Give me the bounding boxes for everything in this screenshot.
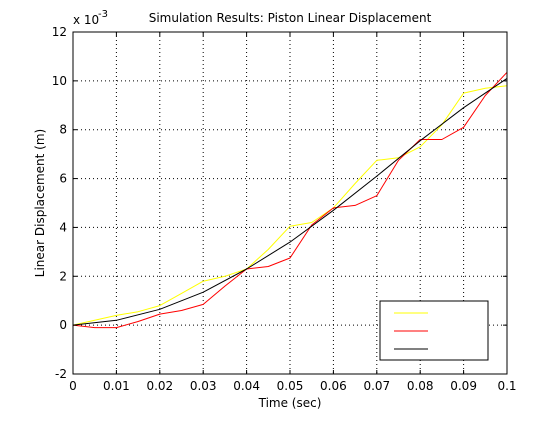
x-tick-label: 0.08: [407, 379, 434, 393]
series-line-2: [72, 71, 508, 329]
y-tick-label: 4: [59, 220, 67, 234]
chart-title: Simulation Results: Piston Linear Displa…: [149, 11, 432, 25]
x-tick-label: 0.02: [146, 379, 173, 393]
legend: [379, 300, 489, 361]
axes-box: [72, 31, 508, 375]
y-exponent: -3: [98, 9, 108, 20]
x-tick-label: 0.06: [320, 379, 347, 393]
y-tick-labels: -2 0 2 4 6 8 10 12: [52, 25, 67, 381]
y-axis-label: Linear Displacement (m): [33, 129, 47, 277]
series-layer: [72, 71, 508, 329]
x-tick-label: 0.05: [277, 379, 304, 393]
series-line-3: [72, 77, 508, 326]
x-tick-label: 0: [69, 379, 77, 393]
y-tick-label: 2: [59, 269, 67, 283]
y-tick-label: 0: [59, 318, 67, 332]
y-tick-label: 10: [52, 74, 67, 88]
x-tick-label: 0.01: [103, 379, 130, 393]
grid: [73, 32, 507, 374]
x-tick-label: 0.09: [450, 379, 477, 393]
y-tick-label: -2: [55, 367, 67, 381]
y-tick-label: 6: [59, 172, 67, 186]
y-tick-label: 12: [52, 25, 67, 39]
x-axis-label: Time (sec): [258, 396, 322, 410]
legend-entries: [394, 312, 428, 350]
y-tick-label: 8: [59, 123, 67, 137]
y-multiplier: x 10: [73, 13, 99, 27]
x-tick-label: 0.07: [363, 379, 390, 393]
x-tick-label: 0.04: [233, 379, 260, 393]
x-tick-labels: 0 0.01 0.02 0.03 0.04 0.05 0.06 0.07 0.08 0.09 0.1: [69, 379, 516, 393]
x-tick-label: 0.1: [497, 379, 516, 393]
series-line-1: [72, 85, 508, 326]
x-tick-label: 0.03: [190, 379, 217, 393]
